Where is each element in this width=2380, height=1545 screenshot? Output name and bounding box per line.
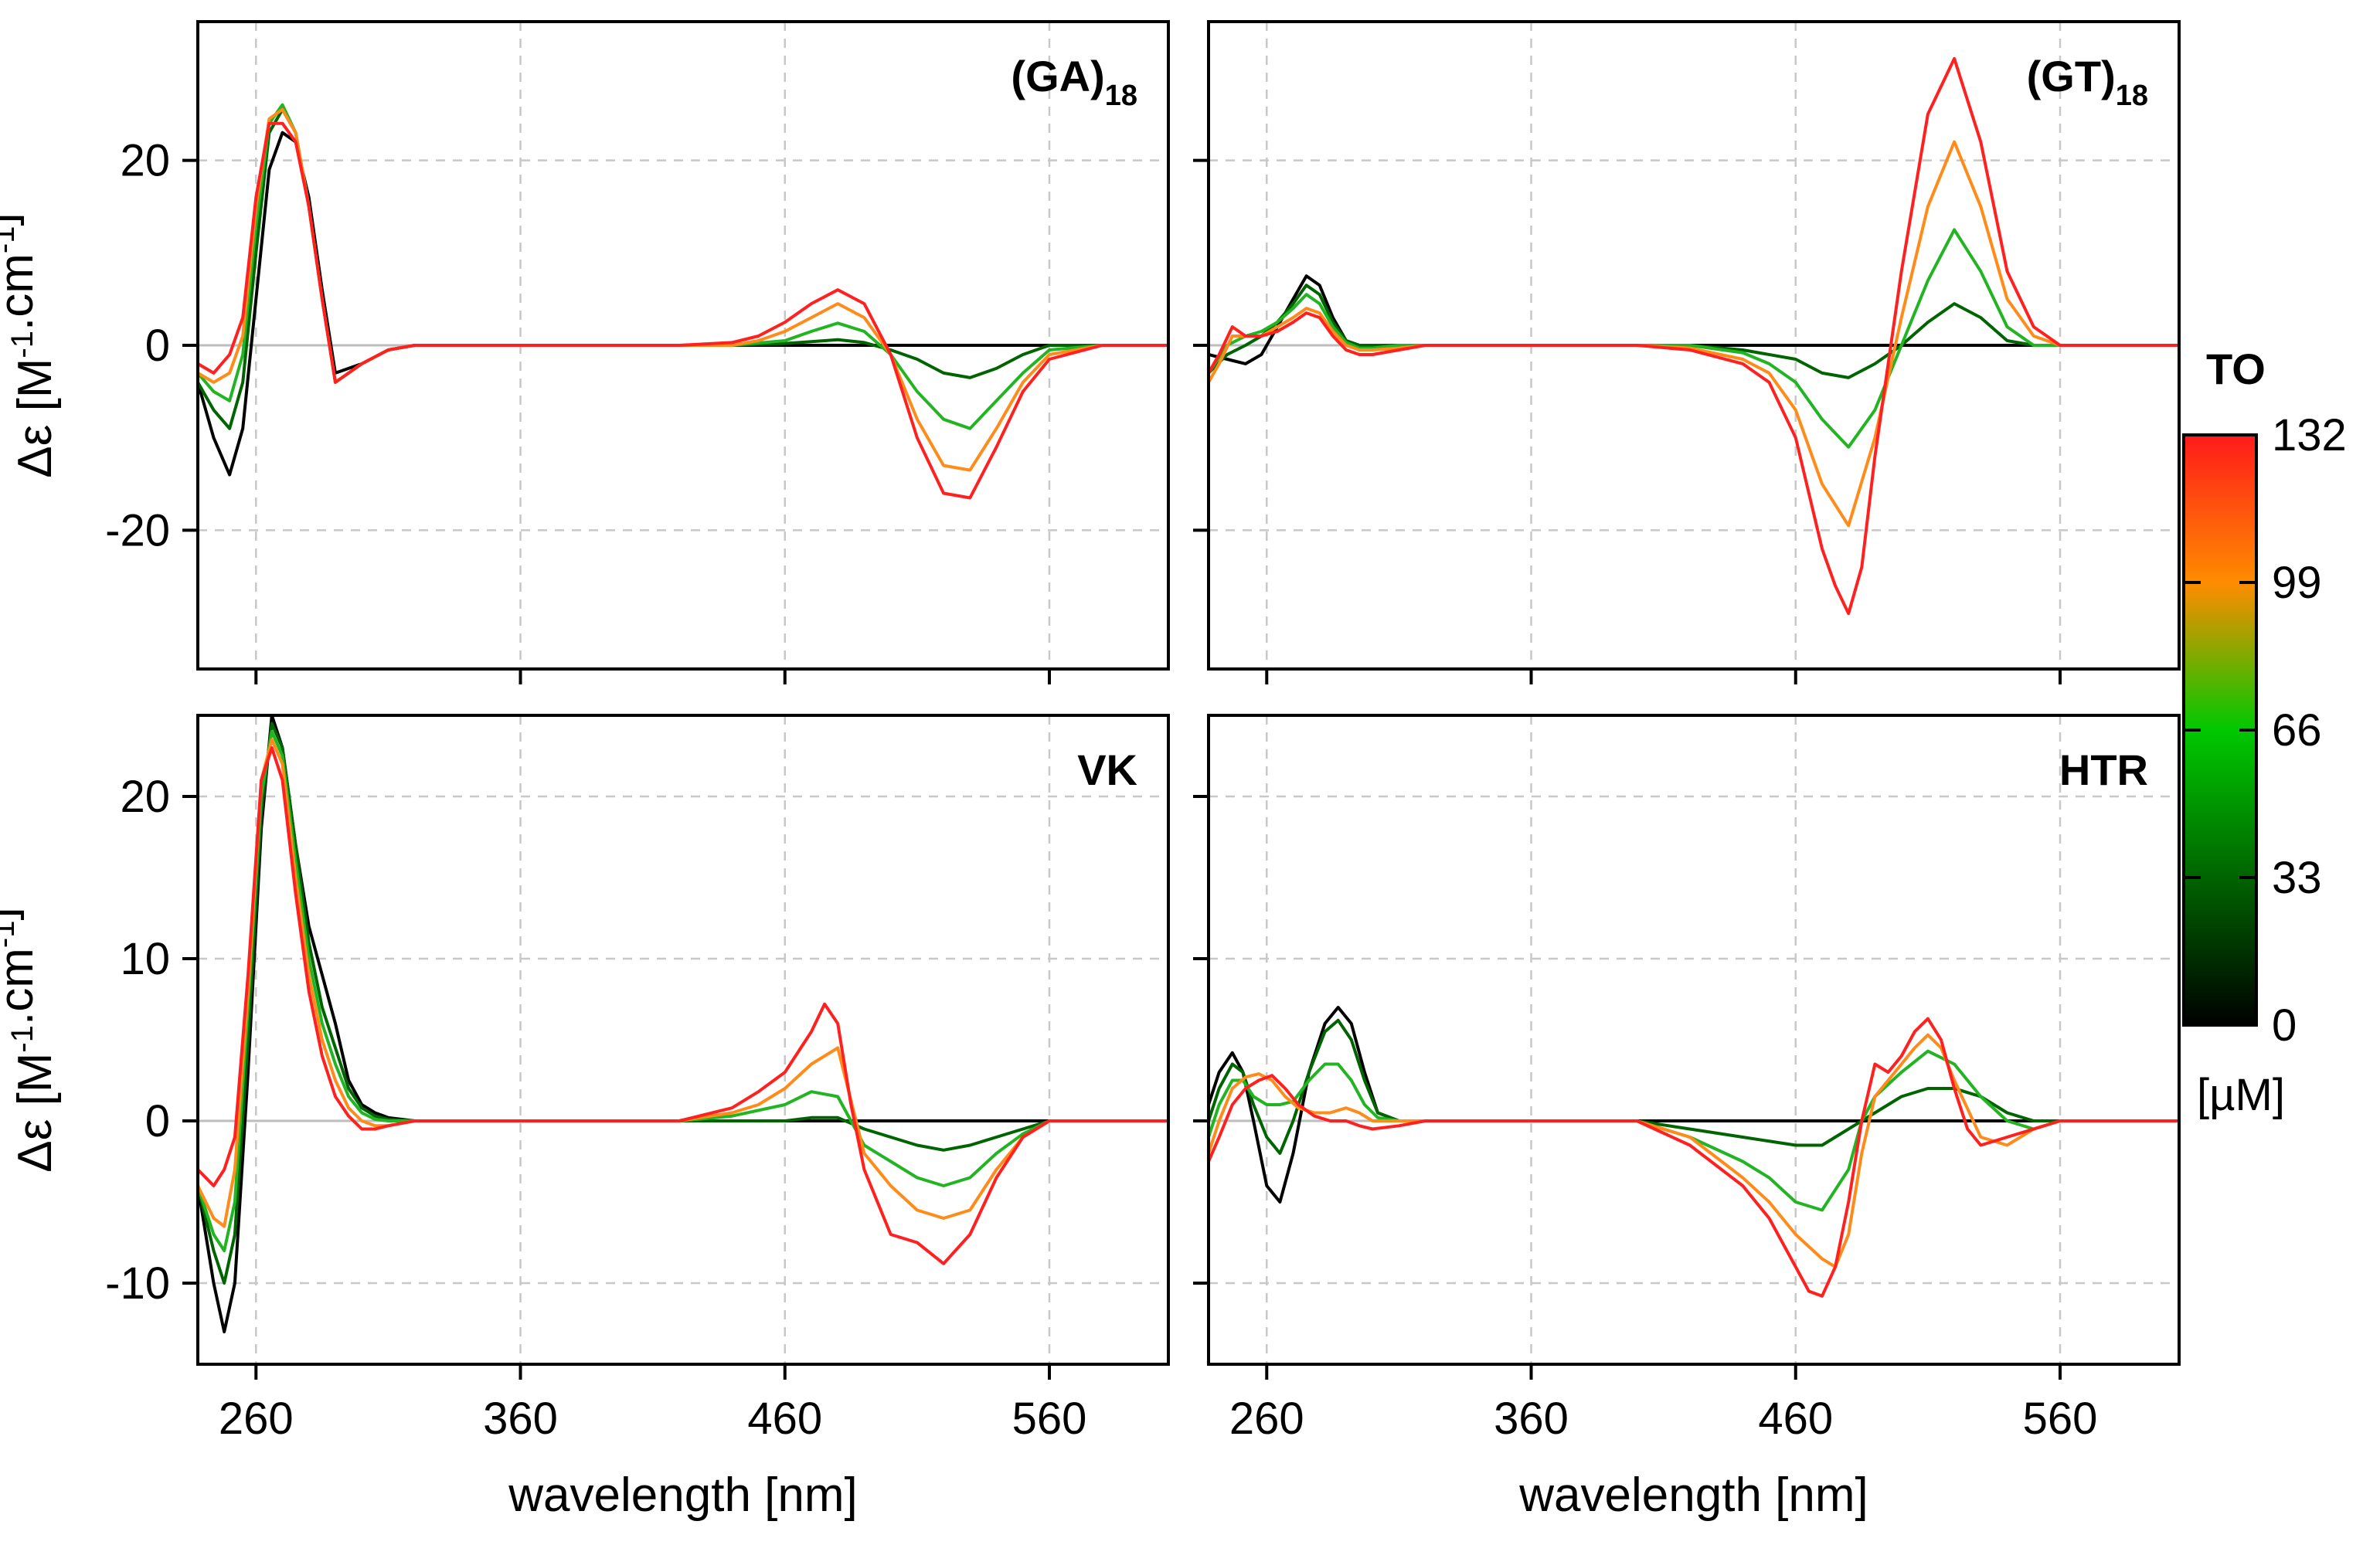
y-tick-label: 10	[120, 934, 170, 984]
y-tick-label: -20	[105, 505, 170, 555]
series-group	[198, 715, 1168, 1333]
series-line	[1209, 228, 2179, 449]
series-line	[198, 131, 1168, 477]
series-group	[198, 103, 1168, 500]
series-group	[1209, 56, 2179, 616]
colorbar-ticks: 0 33 66 99 132	[2184, 410, 2347, 1051]
series-line	[198, 715, 1168, 1333]
colorbar-title: TO	[2206, 345, 2266, 393]
colorbar-unit: [µM]	[2197, 1070, 2285, 1120]
y-tick-label: 0	[145, 1096, 170, 1146]
x-tick-label: 360	[1494, 1394, 1569, 1444]
x-tick-label: 460	[1758, 1394, 1833, 1444]
x-tick-label: 460	[747, 1394, 822, 1444]
panel-title: VK	[1077, 745, 1137, 794]
panel-3: 260 360 460 560 -10 0 10 20 VK Δε [M-1.cm-1] wavel…	[0, 714, 1170, 1522]
series-line	[1209, 1006, 2179, 1204]
series-line	[1209, 56, 2179, 616]
series-group	[1209, 1006, 2179, 1298]
y-tick-label: -10	[105, 1258, 170, 1309]
plot-frame	[196, 714, 1170, 1366]
colorbar-tick-label: 132	[2272, 410, 2347, 460]
series-line	[198, 722, 1168, 1285]
panel-title: (GA)18	[1011, 52, 1137, 112]
x-tick-label: 260	[219, 1394, 294, 1444]
colorbar: TO 0 33 66 99 132 [µM]	[2182, 345, 2347, 1120]
panel-4: 260 360 460 560 HTR wavelength [nm]	[1193, 714, 2181, 1522]
x-axis-label: wavelength [nm]	[1518, 1469, 1868, 1522]
y-axis-label: Δε [M-1.cm-1]	[0, 212, 62, 477]
y-axis-label: Δε [M-1.cm-1]	[0, 907, 62, 1172]
x-axis-label: wavelength [nm]	[508, 1469, 857, 1522]
colorbar-tick-label: 0	[2272, 1000, 2297, 1051]
panel-2: (GT)18	[1193, 20, 2181, 684]
panels: -20 0 20 (GA)18 Δε [M-1.cm-1] (GT)18 260 360 460…	[0, 20, 2181, 1522]
colorbar-tick-label: 99	[2272, 558, 2322, 608]
series-line	[198, 121, 1168, 500]
panel-1: -20 0 20 (GA)18 Δε [M-1.cm-1]	[0, 20, 1170, 684]
panel-title: (GT)18	[2027, 52, 2148, 112]
y-tick-label: 20	[120, 772, 170, 822]
series-line	[1209, 140, 2179, 528]
series-line	[198, 107, 1168, 472]
series-line	[1209, 284, 2179, 379]
series-line	[198, 103, 1168, 430]
colorbar-tick-label: 33	[2272, 853, 2322, 903]
plot-frame	[1207, 714, 2181, 1366]
y-tick-label: 0	[145, 321, 170, 371]
y-tick-label: 20	[120, 136, 170, 186]
colorbar-tick-label: 66	[2272, 705, 2322, 756]
x-tick-label: 560	[1012, 1394, 1087, 1444]
panel-title: HTR	[2059, 745, 2148, 794]
series-line	[198, 738, 1168, 1228]
series-line	[1209, 1017, 2179, 1298]
series-line	[198, 730, 1168, 1252]
series-line	[198, 746, 1168, 1265]
x-tick-label: 560	[2023, 1394, 2098, 1444]
x-tick-label: 360	[483, 1394, 558, 1444]
series-line	[1209, 1033, 2179, 1268]
x-tick-label: 260	[1229, 1394, 1304, 1444]
